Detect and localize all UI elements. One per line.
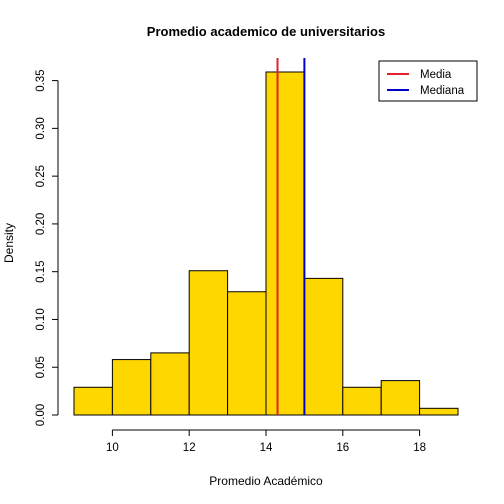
y-tick-label-1: 0.05 — [35, 356, 47, 378]
histogram-bar-5 — [265, 71, 305, 416]
histogram-bar-2 — [150, 352, 190, 416]
x-tick-label-4: 18 — [413, 442, 426, 454]
y-tick-label-6: 0.30 — [35, 117, 47, 139]
y-axis-label: Density — [2, 223, 16, 263]
x-tick-label-0: 10 — [106, 442, 119, 454]
histogram-bars — [73, 71, 459, 416]
histogram-bar-3 — [188, 270, 229, 416]
x-axis-label: Promedio Académico — [209, 474, 323, 488]
legend-mediana-label: Mediana — [420, 85, 465, 97]
x-tick-label-3: 16 — [336, 442, 349, 454]
chart-title: Promedio academico de universitarios — [147, 24, 385, 39]
reference-lines — [276, 58, 306, 415]
y-tick-label-2: 0.10 — [35, 308, 47, 330]
histogram-bar-9 — [419, 407, 459, 416]
x-tick-label-2: 14 — [260, 442, 273, 454]
legend-media-label: Media — [420, 69, 452, 81]
histogram-bar-6 — [303, 277, 344, 416]
y-tick-label-7: 0.35 — [35, 69, 47, 91]
y-tick-label-5: 0.25 — [35, 165, 47, 187]
y-tick-label-0: 0.00 — [35, 404, 47, 426]
histogram-bar-0 — [73, 386, 113, 416]
x-axis: 10 12 14 16 18 — [106, 429, 426, 454]
histogram-bar-8 — [380, 380, 421, 416]
y-axis: 0.00 0.05 0.10 0.15 0.20 0.25 0.30 0.35 — [35, 69, 59, 426]
histogram-bar-1 — [111, 359, 152, 416]
legend-box — [378, 60, 478, 102]
legend: Media Mediana — [378, 60, 478, 102]
histogram-bar-7 — [342, 386, 382, 416]
y-tick-label-3: 0.15 — [35, 260, 47, 282]
x-tick-label-1: 12 — [183, 442, 196, 454]
histogram-bar-4 — [227, 291, 267, 416]
y-tick-label-4: 0.20 — [35, 213, 47, 235]
